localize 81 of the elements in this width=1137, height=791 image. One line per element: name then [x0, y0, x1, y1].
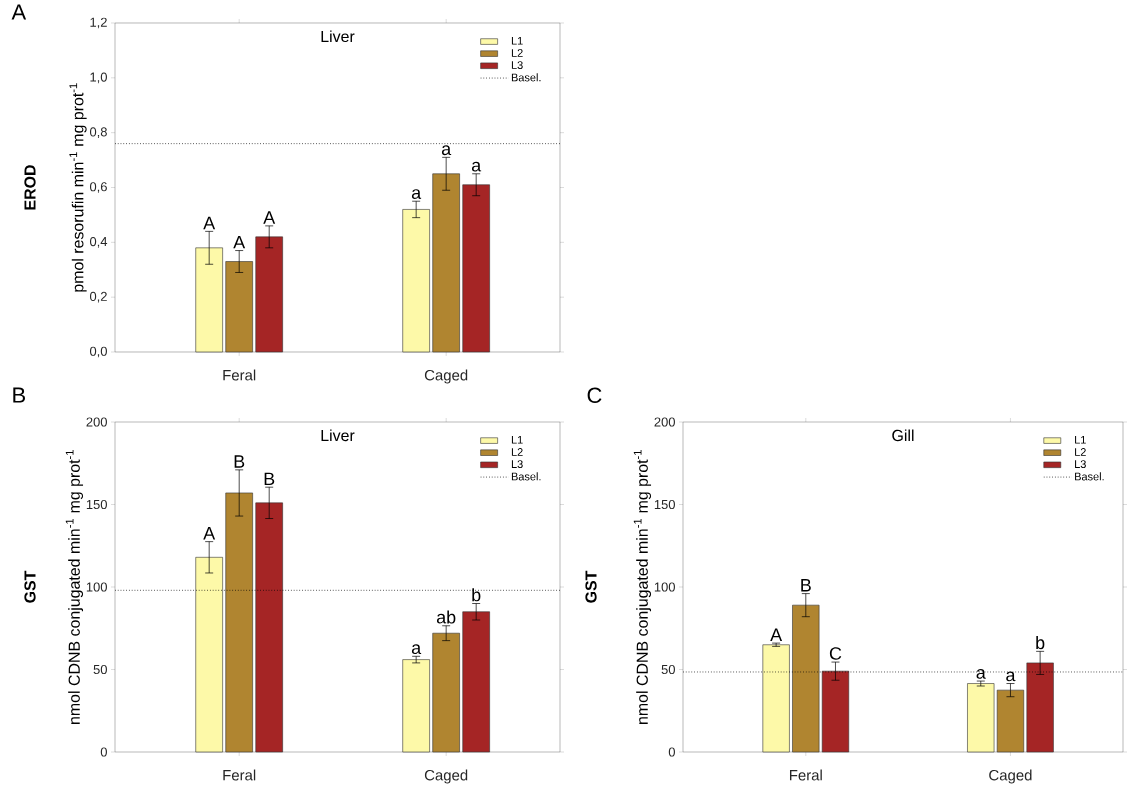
legend-label: L3 — [511, 460, 523, 468]
y-tick-label: 200 — [654, 417, 675, 427]
annotation: A — [263, 211, 276, 224]
legend-label: Basel. — [511, 73, 541, 82]
x-tick-label: Feral — [223, 769, 256, 781]
bar — [821, 670, 850, 753]
text: GST — [585, 570, 597, 603]
annotation: B — [801, 579, 811, 592]
annotation: a — [411, 189, 422, 199]
y-tick-label: 0,2 — [89, 291, 107, 303]
y-tick-label: 100 — [654, 582, 675, 592]
text: EROD — [24, 165, 36, 210]
legend-label: L2 — [1075, 448, 1086, 456]
chart-title: Liver — [321, 30, 355, 43]
annotation: A — [233, 236, 246, 249]
annotation: ab — [436, 610, 456, 624]
y-tick-label: 0,6 — [89, 182, 107, 193]
bar — [225, 261, 253, 353]
y-tick-label: 0 — [668, 747, 675, 757]
bar — [225, 492, 253, 753]
legend-label: Basel. — [511, 472, 541, 481]
x-tick-label: Feral — [789, 769, 822, 781]
x-tick-label: Caged — [989, 769, 1032, 784]
y-tick-label: 0,4 — [89, 236, 108, 248]
annotation: B — [264, 472, 275, 485]
bar — [1026, 662, 1054, 753]
y-tick-label: 50 — [661, 664, 675, 675]
y-tick-label: 100 — [86, 582, 107, 592]
y-tick-label: 0,0 — [89, 346, 107, 358]
bar — [762, 644, 790, 753]
y-tick-label: 1,0 — [90, 72, 107, 84]
bar — [402, 659, 430, 753]
annotation: A — [203, 527, 216, 540]
chart-title: Gill — [892, 429, 914, 442]
legend-label: L2 — [511, 49, 523, 57]
y-tick-label: 200 — [86, 417, 107, 427]
y-tick-label: 0,8 — [89, 127, 107, 139]
bar — [255, 236, 283, 353]
annotation: b — [1036, 635, 1045, 650]
y-axis-title: nmol CDNB conjugated min$^{-1}$ mg prot$^{-1}$ — [633, 450, 652, 724]
y-axis-title: pmol resorufin min$^{-1}$ mg prot$^{-1}$ — [69, 83, 87, 292]
bar — [792, 604, 820, 753]
bar — [432, 632, 460, 753]
bar — [432, 173, 460, 353]
annotation: a — [471, 161, 482, 172]
bar — [195, 557, 223, 753]
y-tick-label: 50 — [93, 664, 107, 675]
legend-label: L1 — [511, 436, 523, 444]
legend-label: L2 — [511, 448, 523, 456]
legend-label: L3 — [1075, 460, 1086, 468]
bar — [462, 184, 490, 353]
bar — [462, 611, 490, 753]
y-tick-label: 0 — [100, 747, 107, 757]
annotation: a — [411, 644, 422, 655]
annotation: a — [976, 669, 986, 679]
annotation: a — [441, 145, 452, 156]
y-axis-title: nmol CDNB conjugated min$^{-1}$ mg prot$^{-1}$ — [65, 450, 84, 724]
bar — [195, 247, 223, 353]
y-tick-label: 150 — [654, 499, 675, 510]
text: C — [587, 387, 602, 404]
text: A — [11, 4, 27, 20]
annotation: a — [1006, 671, 1016, 682]
legend-label: L1 — [511, 37, 523, 45]
x-tick-label: Feral — [223, 369, 256, 381]
bar — [255, 502, 283, 753]
bar — [402, 209, 430, 353]
annotation: B — [234, 455, 245, 468]
y-tick-label: 150 — [86, 499, 107, 510]
text: B — [13, 387, 25, 403]
text: GST — [24, 570, 36, 603]
y-tick-label: 1,2 — [90, 17, 107, 29]
chart-title: Liver — [321, 429, 355, 442]
annotation: C — [829, 647, 842, 660]
annotation: A — [770, 628, 783, 641]
legend-label: Basel. — [1075, 472, 1104, 481]
legend-label: L3 — [511, 61, 523, 69]
annotation: b — [472, 588, 481, 602]
annotation: A — [203, 216, 216, 230]
x-tick-label: Caged — [424, 769, 468, 784]
legend-label: L1 — [1075, 436, 1086, 444]
x-tick-label: Caged — [424, 369, 468, 384]
